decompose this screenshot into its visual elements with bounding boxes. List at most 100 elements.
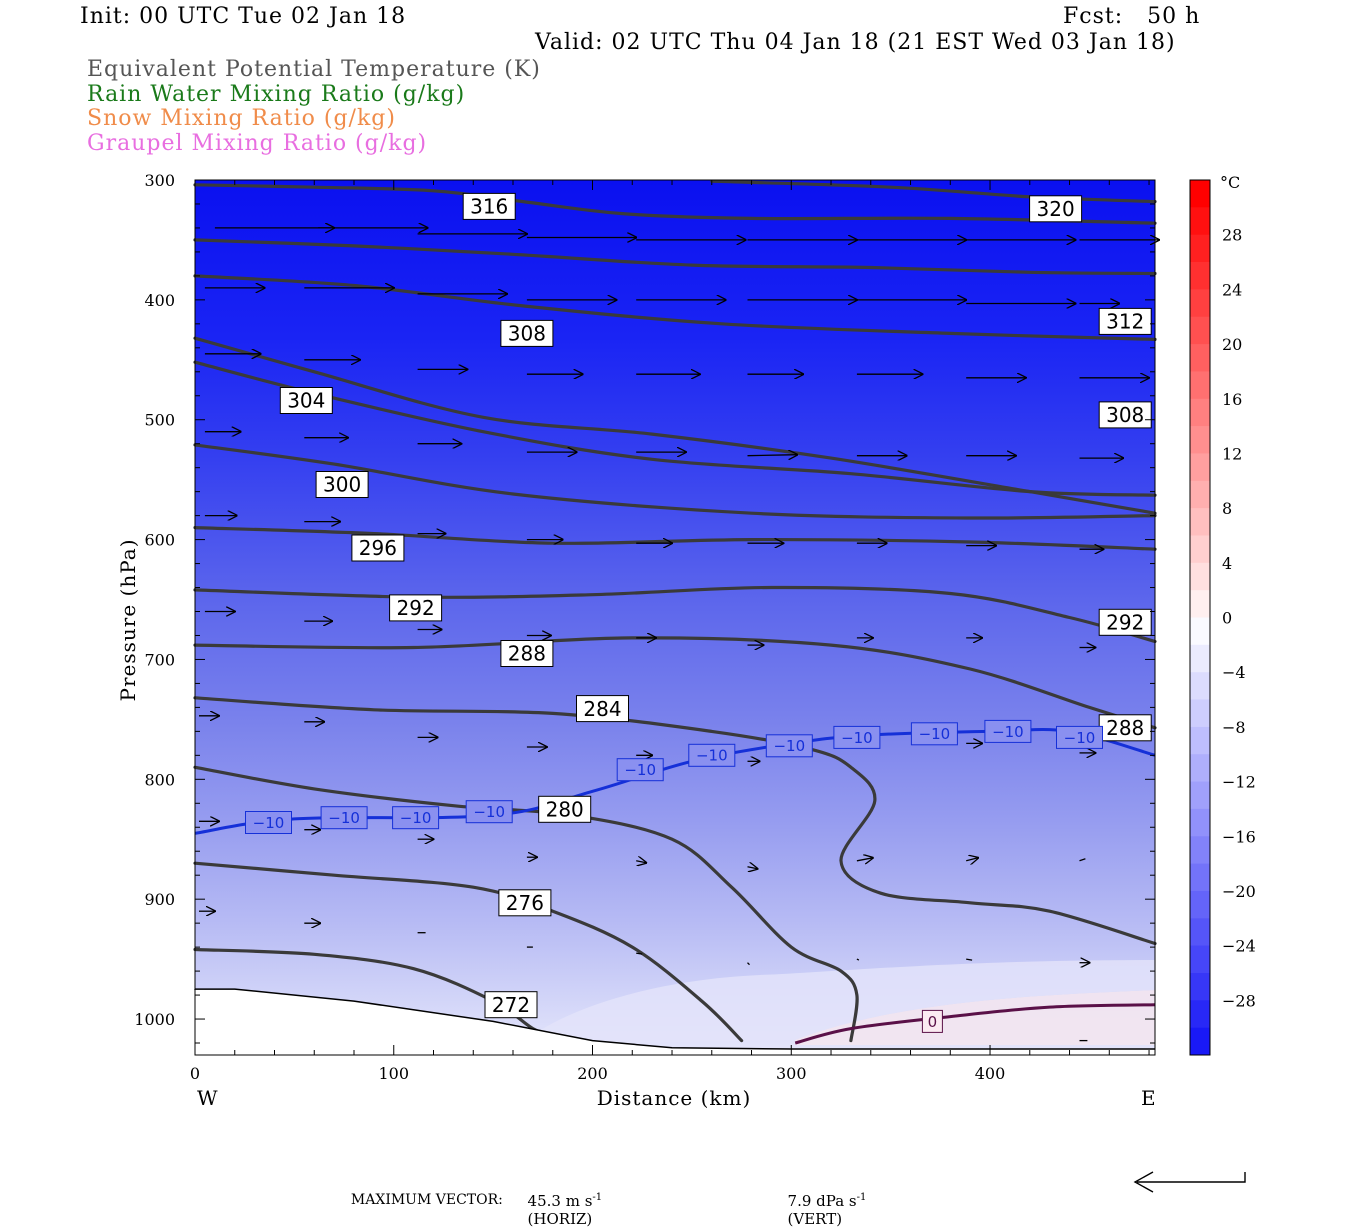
colorbar-band bbox=[1190, 262, 1210, 290]
colorbar-tick-label: 28 bbox=[1222, 226, 1242, 245]
horiz-exp: -1 bbox=[592, 1192, 603, 1203]
colorbar-band bbox=[1190, 535, 1210, 564]
colorbar-tick-label: −8 bbox=[1222, 718, 1246, 737]
theta-e-label-300: 300 bbox=[315, 471, 369, 498]
svg-text:292: 292 bbox=[1106, 611, 1144, 635]
y-tick-label: 800 bbox=[144, 770, 175, 789]
svg-text:312: 312 bbox=[1106, 310, 1144, 334]
theta-e-contour-288 bbox=[193, 636, 1157, 730]
theta-e-label-272: 272 bbox=[484, 991, 538, 1019]
theta-e-contour-300 bbox=[193, 443, 1157, 520]
x-axis-label: Distance (km) bbox=[597, 1086, 752, 1110]
svg-text:−10: −10 bbox=[841, 729, 873, 747]
y-tick-label: 300 bbox=[144, 171, 175, 190]
wind-vector bbox=[636, 861, 646, 863]
colorbar-band bbox=[1190, 699, 1210, 728]
theta-e-label-288: 288 bbox=[1098, 714, 1152, 742]
theta-e-label-308: 308 bbox=[1098, 401, 1152, 429]
colorbar-band bbox=[1190, 234, 1210, 263]
theta-e-label-304: 304 bbox=[279, 387, 333, 414]
colorbar-band bbox=[1190, 617, 1210, 646]
isotherm-minus10-label: −10 bbox=[1056, 725, 1103, 749]
vert-unit: (VERT) bbox=[787, 1210, 843, 1228]
x-tick-label: 400 bbox=[975, 1064, 1006, 1083]
colorbar-band bbox=[1190, 945, 1210, 974]
wind-vector bbox=[636, 952, 643, 955]
colorbar-tick-label: −16 bbox=[1222, 827, 1256, 846]
isotherm-minus10-label: −10 bbox=[765, 734, 813, 758]
theta-e-label-308: 308 bbox=[500, 319, 554, 347]
isotherm-minus10-label: −10 bbox=[245, 811, 292, 834]
y-tick-label: 900 bbox=[144, 890, 175, 909]
y-axis-label: Pressure (hPa) bbox=[116, 539, 140, 702]
theta-e-label-292: 292 bbox=[1098, 608, 1152, 636]
svg-text:284: 284 bbox=[583, 697, 621, 721]
field-label-graupel: Graupel Mixing Ratio (g/kg) bbox=[87, 131, 428, 156]
colorbar-band bbox=[1190, 644, 1210, 673]
warm-region-shading bbox=[795, 990, 1155, 1045]
max-vector-label: MAXIMUM VECTOR: bbox=[342, 1176, 503, 1208]
horiz-vector: 45.3 m s-1 (HORIZ) bbox=[518, 1174, 603, 1228]
svg-text:−10: −10 bbox=[696, 747, 728, 765]
theta-e-label-288: 288 bbox=[500, 640, 554, 667]
max-vector-text: MAXIMUM VECTOR: bbox=[350, 1192, 503, 1208]
colorbar-band bbox=[1190, 754, 1210, 782]
wind-vector bbox=[747, 962, 750, 966]
theta-e-contour-316 bbox=[193, 183, 1157, 225]
east-label: E bbox=[1141, 1086, 1157, 1110]
svg-text:−10: −10 bbox=[328, 809, 360, 827]
svg-text:−10: −10 bbox=[400, 809, 432, 827]
colorbar-band bbox=[1190, 562, 1210, 591]
svg-text:320: 320 bbox=[1037, 197, 1075, 221]
cross-section-chart: 316 320 312 308 308 304 300 296 292 292 288 288 284 2… bbox=[116, 171, 1256, 1110]
svg-text:−10: −10 bbox=[919, 725, 951, 743]
isotherm-minus10-label: −10 bbox=[465, 800, 513, 824]
svg-text:296: 296 bbox=[359, 536, 397, 560]
west-label: W bbox=[197, 1086, 219, 1110]
colorbar-band bbox=[1190, 890, 1210, 919]
forecast-hour: Fcst: 50 h bbox=[1063, 4, 1201, 29]
colorbar-tick-label: −24 bbox=[1222, 937, 1256, 956]
isotherm-minus10-label: −10 bbox=[320, 806, 368, 830]
colorbar-band bbox=[1190, 863, 1210, 892]
field-label-snow: Snow Mixing Ratio (g/kg) bbox=[87, 106, 396, 131]
x-tick-label: 300 bbox=[776, 1064, 807, 1083]
field-label-theta-e: Equivalent Potential Temperature (K) bbox=[87, 57, 541, 82]
colorbar-tick-label: −4 bbox=[1222, 663, 1246, 682]
valid-time: Valid: 02 UTC Thu 04 Jan 18 (21 EST Wed … bbox=[535, 30, 1176, 55]
theta-e-label-276: 276 bbox=[498, 889, 552, 917]
theta-e-contour-308 bbox=[193, 274, 1157, 341]
isotherm-minus10-label: −10 bbox=[984, 719, 1032, 743]
colorbar-band bbox=[1190, 207, 1210, 236]
isotherm-zero-label: 0 bbox=[921, 1009, 943, 1033]
colorbar-band bbox=[1190, 480, 1210, 509]
colorbar-band bbox=[1190, 672, 1210, 700]
theta-e-label-292: 292 bbox=[389, 594, 443, 622]
x-tick-label: 100 bbox=[378, 1064, 409, 1083]
colorbar-band bbox=[1190, 316, 1210, 345]
vert-exp: -1 bbox=[856, 1192, 867, 1203]
svg-text:288: 288 bbox=[1106, 716, 1144, 740]
horiz-unit: (HORIZ) bbox=[527, 1210, 593, 1228]
colorbar-band bbox=[1190, 289, 1210, 318]
colorbar-band bbox=[1190, 344, 1210, 372]
svg-text:308: 308 bbox=[1106, 403, 1144, 427]
svg-text:272: 272 bbox=[492, 993, 530, 1017]
svg-text:0: 0 bbox=[928, 1013, 938, 1031]
colorbar-band bbox=[1190, 508, 1210, 536]
colorbar-band bbox=[1190, 1000, 1210, 1029]
theta-e-label-316: 316 bbox=[462, 192, 516, 220]
colorbar-tick-label: 20 bbox=[1222, 335, 1242, 354]
svg-text:288: 288 bbox=[508, 642, 546, 666]
colorbar-tick-label: −28 bbox=[1222, 991, 1256, 1010]
colorbar-unit: °C bbox=[1220, 173, 1240, 192]
colorbar-band bbox=[1190, 590, 1210, 618]
colorbar-tick-label: 0 bbox=[1222, 609, 1232, 628]
colorbar-tick-label: −20 bbox=[1222, 882, 1256, 901]
vert-value: 7.9 dPa s bbox=[787, 1192, 857, 1210]
colorbar-band bbox=[1190, 180, 1210, 208]
svg-text:308: 308 bbox=[508, 322, 546, 346]
vert-vector: 7.9 dPa s-1 (VERT) bbox=[778, 1174, 867, 1228]
theta-e-contour-284 bbox=[193, 696, 1157, 946]
svg-text:−10: −10 bbox=[773, 737, 805, 755]
